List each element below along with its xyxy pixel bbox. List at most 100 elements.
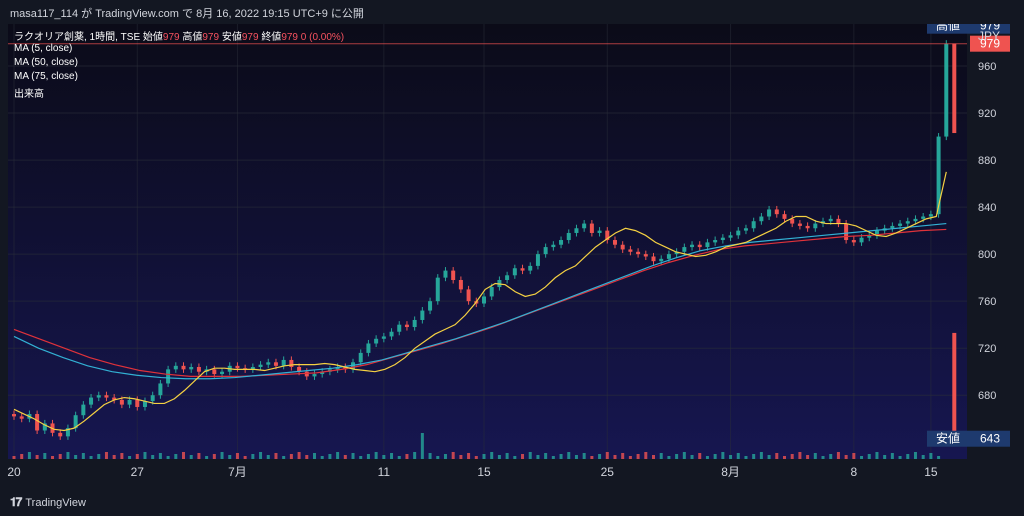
candle-body — [720, 237, 725, 241]
volume-bar — [436, 456, 440, 459]
volume-bar — [35, 455, 39, 459]
ma5-line — [13, 171, 947, 432]
volume-bar — [266, 455, 270, 459]
volume-bar — [413, 452, 417, 459]
tradingview-logo[interactable]: 𝟏𝟕 TradingView — [10, 495, 86, 510]
legend-ma5[interactable]: MA (5, close) — [14, 43, 73, 54]
volume-bar — [343, 455, 347, 459]
volume-bar — [120, 453, 124, 459]
volume-bar — [613, 455, 617, 459]
candle-body — [220, 371, 225, 375]
candle-body — [58, 432, 63, 437]
volume-bar — [513, 456, 517, 459]
volume-bar — [104, 452, 108, 459]
publisher-bar: masa117_114 が TradingView.com で 8月 16, 2… — [0, 0, 1024, 24]
volume-bar — [228, 455, 232, 459]
volume-bar — [929, 453, 933, 459]
candle-body — [212, 369, 217, 375]
volume-bar — [205, 456, 209, 459]
low-value-bg — [970, 430, 1010, 447]
volume-bar — [66, 452, 70, 459]
legend-symbol-row: ラクオリア創薬, 1時間, TSE 始値979 高値979 安値979 終値97… — [14, 28, 344, 43]
candle-body — [520, 268, 525, 271]
volume-bar — [274, 453, 278, 459]
time-axis[interactable] — [0, 459, 967, 487]
candle-body — [381, 336, 386, 339]
candle-body — [65, 428, 70, 437]
legend-volume[interactable]: 出来高 — [14, 89, 44, 100]
x-tick-label: 25 — [601, 465, 615, 479]
legend-high: 979 — [202, 32, 220, 43]
candle-body — [266, 362, 271, 365]
volume-bar — [243, 456, 247, 459]
tradingview-brand: TradingView — [25, 497, 86, 509]
volume-bar — [482, 454, 486, 459]
candle-body — [281, 359, 286, 366]
candle-body — [612, 240, 617, 245]
price-axis[interactable] — [967, 24, 1024, 487]
volume-bar — [158, 453, 162, 459]
candle-body — [505, 275, 510, 280]
candle-body — [173, 365, 178, 370]
candle-body — [374, 338, 379, 344]
candle-body — [828, 218, 833, 222]
candle-body — [358, 352, 363, 363]
candle-body — [790, 218, 795, 224]
candle-body — [389, 331, 394, 337]
x-tick-label: 27 — [131, 465, 145, 479]
candle-body — [535, 254, 540, 266]
candle-body — [921, 216, 926, 219]
high-value-bg — [970, 24, 1010, 34]
volume-bar — [806, 455, 810, 459]
volume-bar — [875, 452, 879, 459]
candle-body — [582, 223, 587, 229]
volume-bar — [305, 455, 309, 459]
volume-bar — [551, 456, 555, 459]
y-tick-label: 880 — [978, 155, 996, 167]
volume-bar — [467, 453, 471, 459]
candle-body — [751, 221, 756, 229]
candle-body — [89, 397, 94, 405]
candle-body — [335, 367, 340, 370]
volume-bar — [328, 454, 332, 459]
volume-bar — [605, 452, 609, 459]
candle-body — [705, 242, 710, 248]
volume-bar — [621, 453, 625, 459]
candle-body — [682, 247, 687, 252]
candle-body — [273, 362, 278, 366]
candle-body — [890, 225, 895, 229]
volume-bar — [883, 455, 887, 459]
candle-body — [12, 414, 16, 417]
candle-body — [690, 244, 695, 248]
volume-bar — [259, 452, 263, 459]
volume-bar — [636, 454, 640, 459]
legend-ma75[interactable]: MA (75, close) — [14, 71, 78, 82]
volume-bar — [112, 455, 116, 459]
volume-bar — [474, 456, 478, 459]
volume-bar — [528, 452, 532, 459]
volume-bar — [821, 456, 825, 459]
volume-bar — [143, 452, 147, 459]
candle-body — [597, 230, 602, 233]
x-tick-label: 11 — [378, 465, 391, 479]
candle-body — [774, 209, 779, 215]
volume-bar — [836, 452, 840, 459]
x-tick-label: 15 — [477, 465, 491, 479]
volume-bar — [659, 453, 663, 459]
candle-body — [320, 371, 325, 375]
candle-body — [528, 265, 533, 271]
plot-area[interactable] — [8, 24, 967, 459]
high-value: 979 — [980, 24, 1000, 33]
legend-ma50[interactable]: MA (50, close) — [14, 57, 78, 68]
candle-body — [397, 324, 402, 332]
volume-bar — [505, 453, 509, 459]
volume-bar — [405, 454, 409, 459]
volume-bar — [667, 456, 671, 459]
volume-bar — [628, 456, 632, 459]
candle-body — [643, 254, 648, 257]
y-tick-label: 920 — [978, 108, 996, 120]
candle-body — [150, 395, 155, 402]
legend-low-label: 安値 — [221, 32, 242, 43]
volume-bar — [351, 453, 355, 459]
